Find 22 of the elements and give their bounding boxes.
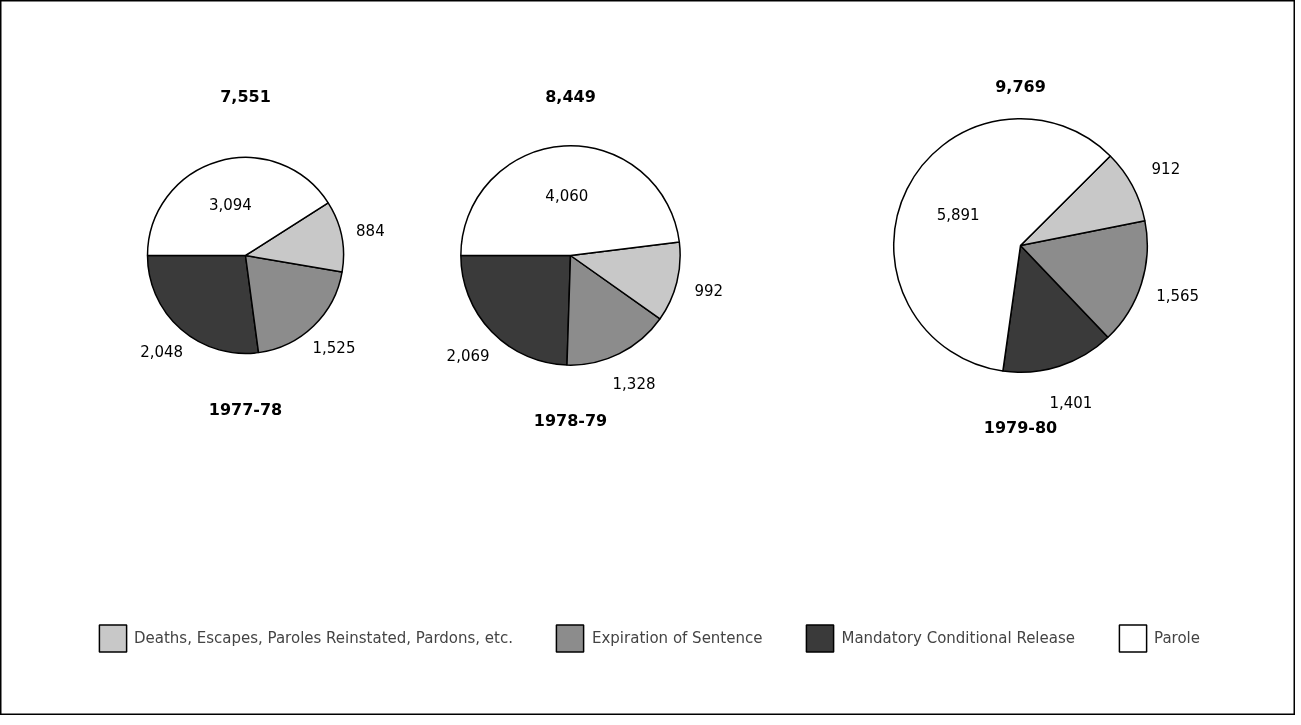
text: 1978-79: [533, 411, 608, 431]
data-label: 4,060: [545, 187, 589, 206]
data-label: 884: [356, 222, 385, 241]
data-label: 1,401: [1049, 394, 1093, 413]
data-label: 2,048: [140, 343, 184, 362]
data-label: 992: [694, 282, 724, 301]
legend-label: Expiration of Sentence: [591, 629, 763, 647]
data-label: 3,094: [208, 195, 252, 214]
chart-title: 8,449: [545, 86, 596, 106]
data-label: 1,328: [612, 375, 656, 394]
data-label: 912: [1151, 159, 1181, 178]
data-label: 1,525: [312, 339, 356, 358]
text: 1979-80: [983, 418, 1058, 438]
chart-title: 7,551: [220, 86, 271, 106]
legend-label: Parole: [1154, 629, 1200, 647]
chart-title: 9,769: [995, 76, 1046, 96]
data-label: 2,069: [446, 346, 490, 365]
data-label: 5,891: [936, 206, 980, 225]
legend-label: Deaths, Escapes, Paroles Reinstated, Pardons, etc.: [134, 629, 513, 647]
legend-label: Mandatory Conditional Release: [841, 629, 1076, 647]
text: 1977-78: [208, 399, 283, 419]
data-label: 1,565: [1156, 287, 1200, 306]
